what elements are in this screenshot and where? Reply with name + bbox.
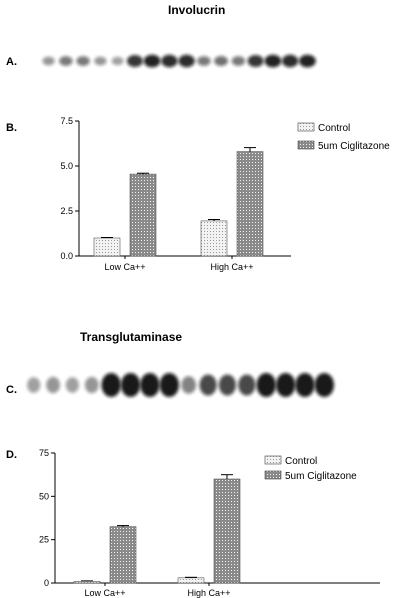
legend-label: Control bbox=[318, 123, 350, 134]
involucrin-title: Involucrin bbox=[168, 3, 226, 17]
y-tick-label: 7.5 bbox=[60, 116, 73, 126]
blot-band bbox=[264, 54, 282, 68]
legend-swatch bbox=[297, 122, 315, 132]
blot-band bbox=[94, 56, 107, 66]
y-tick-label: 50 bbox=[39, 491, 49, 501]
involucrin-blot bbox=[42, 54, 316, 68]
transglutaminase-bar-chart: 0 25 50 75 Low Ca++ High Ca++ Control 5um Cigli… bbox=[39, 448, 380, 598]
blot-band bbox=[295, 373, 315, 397]
blot-band bbox=[101, 373, 121, 397]
blot-band bbox=[59, 56, 73, 66]
blot-band bbox=[76, 56, 90, 66]
legend-swatch bbox=[264, 470, 282, 480]
blot-band bbox=[199, 374, 217, 396]
blot-band bbox=[140, 373, 160, 397]
blot-band bbox=[161, 54, 178, 68]
bar bbox=[213, 478, 241, 584]
blot-band bbox=[256, 373, 276, 397]
category-label: High Ca++ bbox=[187, 588, 230, 598]
blot-band bbox=[65, 377, 79, 393]
blot-band bbox=[218, 374, 236, 396]
blot-band bbox=[126, 55, 143, 67]
legend-swatch bbox=[264, 455, 282, 465]
blot-band bbox=[159, 373, 179, 397]
blot-band bbox=[111, 56, 124, 66]
y-tick-label: 0 bbox=[44, 578, 49, 588]
transglutaminase-blot bbox=[27, 373, 334, 397]
legend-label: 5um Ciglitazone bbox=[318, 141, 390, 152]
blot-band bbox=[197, 56, 211, 66]
blot-band bbox=[84, 376, 99, 394]
panel-label-a: A. bbox=[6, 56, 17, 68]
bar bbox=[177, 577, 205, 584]
blot-band bbox=[46, 376, 60, 394]
legend-label: 5um Ciglitazone bbox=[285, 471, 357, 482]
blot-band bbox=[178, 54, 195, 68]
panel-label-d: D. bbox=[6, 449, 17, 461]
blot-band bbox=[231, 56, 246, 66]
y-tick-label: 2.5 bbox=[60, 206, 73, 216]
blot-band bbox=[238, 374, 256, 396]
category-label: High Ca++ bbox=[210, 262, 253, 272]
blot-band bbox=[120, 373, 141, 397]
involucrin-bar-chart: 0.0 2.5 5.0 7.5 Low Ca++ High Ca++ Control 5um … bbox=[60, 116, 390, 272]
panel-label-c: C. bbox=[6, 384, 17, 396]
blot-band bbox=[314, 373, 334, 397]
y-tick-label: 75 bbox=[39, 448, 49, 458]
blot-band bbox=[275, 373, 296, 397]
legend-swatch bbox=[297, 140, 315, 150]
y-tick-label: 25 bbox=[39, 535, 49, 545]
bar bbox=[129, 173, 157, 257]
panel-label-b: B. bbox=[6, 122, 17, 134]
blot-band bbox=[42, 56, 55, 66]
blot-band bbox=[299, 54, 316, 68]
blot-band bbox=[27, 377, 41, 393]
bar bbox=[200, 220, 228, 257]
blot-band bbox=[181, 376, 196, 394]
category-label: Low Ca++ bbox=[104, 262, 145, 272]
category-label: Low Ca++ bbox=[84, 588, 125, 598]
blot-band bbox=[247, 55, 264, 67]
y-tick-label: 5.0 bbox=[60, 161, 73, 171]
y-tick-label: 0.0 bbox=[60, 251, 73, 261]
transglutaminase-title: Transglutaminase bbox=[80, 330, 183, 344]
blot-band bbox=[281, 54, 299, 68]
legend-label: Control bbox=[285, 456, 317, 467]
bar bbox=[73, 580, 101, 584]
bar bbox=[236, 151, 264, 257]
bar bbox=[93, 237, 121, 257]
blot-band bbox=[214, 56, 229, 66]
blot-band bbox=[143, 54, 161, 68]
bar bbox=[109, 526, 137, 584]
